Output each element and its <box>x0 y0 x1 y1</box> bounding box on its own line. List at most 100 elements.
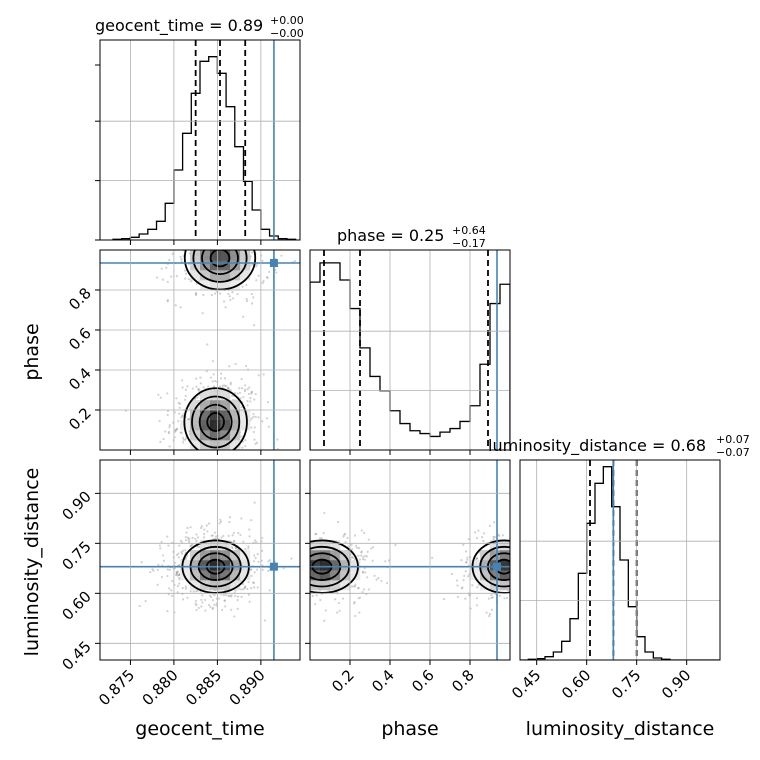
scatter-point <box>170 275 173 278</box>
scatter-point <box>234 226 236 228</box>
scatter-point <box>191 463 193 465</box>
density-cell <box>200 560 211 571</box>
scatter-point <box>462 579 465 582</box>
scatter-point <box>247 233 249 235</box>
scatter-point <box>532 573 534 575</box>
scatter-point <box>179 242 181 244</box>
scatter-point <box>280 607 282 609</box>
scatter-point <box>492 535 495 539</box>
scatter-point <box>493 535 496 539</box>
scatter-point <box>305 587 307 589</box>
scatter-point <box>177 556 180 559</box>
scatter-point <box>286 551 288 553</box>
scatter-point <box>194 291 198 295</box>
scatter-point <box>300 555 302 557</box>
scatter-point <box>201 312 204 315</box>
scatter-point <box>218 226 220 228</box>
scatter-point <box>297 521 299 523</box>
scatter-point <box>366 576 369 579</box>
density-cell <box>320 540 331 551</box>
scatter-point <box>531 583 533 585</box>
scatter-point <box>350 585 353 588</box>
scatter-point <box>184 272 188 275</box>
scatter-point <box>512 566 514 568</box>
scatter-point <box>209 461 211 463</box>
scatter-point <box>515 576 517 578</box>
density-cell <box>190 270 201 281</box>
scatter-point <box>202 232 204 234</box>
scatter-point <box>164 430 167 433</box>
scatter-point <box>206 210 208 212</box>
scatter-point <box>298 574 300 576</box>
scatter-point <box>513 578 515 580</box>
scatter-point <box>222 229 224 231</box>
scatter-point <box>297 555 299 557</box>
scatter-point <box>538 543 540 545</box>
scatter-point <box>190 233 192 235</box>
scatter-point <box>183 398 187 401</box>
scatter-point <box>334 598 337 601</box>
scatter-point <box>209 376 213 379</box>
scatter-point <box>284 580 286 582</box>
scatter-point <box>231 534 234 537</box>
scatter-point <box>512 554 514 556</box>
scatter-point <box>234 456 236 458</box>
scatter-point <box>175 570 178 574</box>
scatter-point <box>221 608 224 612</box>
scatter-point <box>303 580 305 582</box>
scatter-point <box>302 565 304 567</box>
scatter-point <box>235 490 237 492</box>
scatter-point <box>156 568 160 572</box>
scatter-point <box>246 388 249 391</box>
scatter-point <box>193 241 195 243</box>
density-cell <box>240 420 251 431</box>
scatter-point <box>288 595 290 597</box>
scatter-point <box>513 580 515 582</box>
scatter-point <box>247 580 250 584</box>
scatter-point <box>281 584 283 586</box>
scatter-point <box>305 557 307 559</box>
density-cell <box>190 410 201 421</box>
scatter-point <box>252 413 255 416</box>
scatter-point <box>253 438 256 441</box>
scatter-point <box>199 382 202 385</box>
scatter-point <box>284 573 286 575</box>
scatter-point <box>224 593 228 597</box>
x-tick-label-geocent_time: 0.880 <box>139 666 182 709</box>
scatter-point <box>177 401 180 405</box>
scatter-point <box>175 275 178 278</box>
scatter-point <box>305 604 307 606</box>
density-cell <box>210 280 221 291</box>
scatter-point <box>220 536 223 539</box>
panel-frame <box>309 249 511 451</box>
scatter-point <box>179 230 181 232</box>
scatter-point <box>240 517 243 520</box>
scatter-point <box>167 432 170 435</box>
scatter-point <box>195 608 198 612</box>
scatter-point <box>227 387 230 390</box>
scatter-point <box>195 604 198 607</box>
scatter-point <box>171 580 174 583</box>
scatter-point <box>250 417 253 420</box>
scatter-point <box>228 295 231 298</box>
scatter-point <box>197 606 200 610</box>
scatter-point <box>217 597 221 600</box>
scatter-point <box>248 386 251 389</box>
scatter-point <box>290 555 292 557</box>
x-tick-label-luminosity_distance: 0.60 <box>558 666 594 702</box>
scatter-point <box>185 538 188 542</box>
scatter-point <box>257 416 260 419</box>
ylabel-luminosity-distance: luminosity_distance <box>21 468 43 657</box>
scatter-point <box>275 271 278 274</box>
scatter-point <box>171 252 174 255</box>
scatter-point <box>296 584 298 586</box>
scatter-point <box>474 531 477 534</box>
scatter-point <box>305 534 307 536</box>
scatter-point <box>191 217 193 219</box>
scatter-point <box>188 430 191 433</box>
scatter-point <box>250 568 253 571</box>
density-cell <box>230 570 241 581</box>
scatter-point <box>206 241 208 243</box>
scatter-point <box>180 477 182 479</box>
scatter-point <box>498 534 501 537</box>
